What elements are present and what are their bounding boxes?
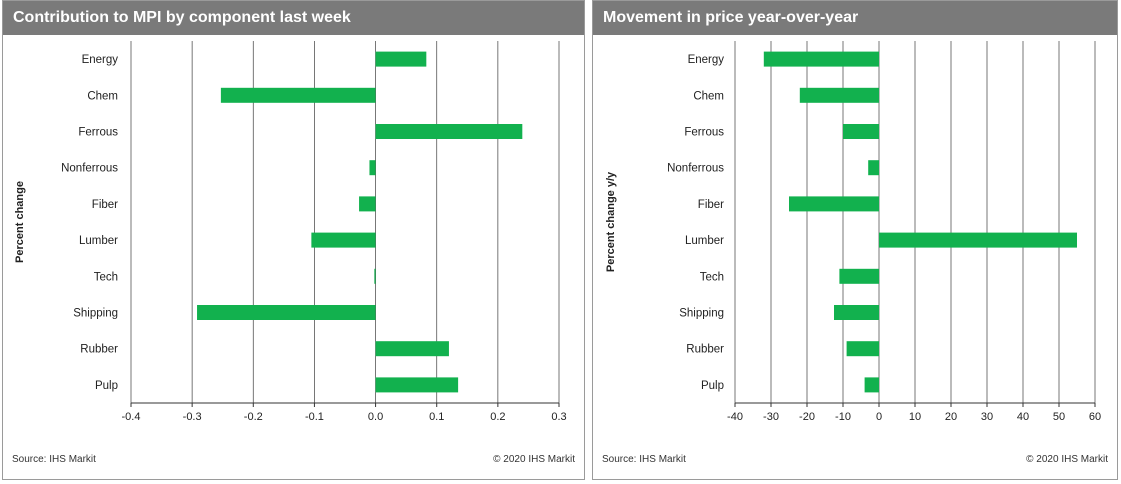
chart-title: Contribution to MPI by component last we…: [3, 1, 584, 35]
category-label: Shipping: [679, 308, 724, 320]
bar-chart-price-yoy: -40 -30 -20 -10 0 10 20 30 40 50 60 Energy Chem Ferro…: [605, 41, 1101, 423]
x-tick-label: 20: [945, 411, 957, 423]
bar-nonferrous: [868, 160, 879, 176]
category-label: Ferrous: [684, 127, 724, 139]
x-tick-label: -0.4: [122, 411, 141, 423]
chart-panel-price-yoy: Movement in price year-over-year -40 -30-…: [592, 0, 1118, 480]
bar-rubber: [375, 341, 449, 357]
x-tick-label: -20: [799, 411, 815, 423]
category-label: Chem: [87, 90, 118, 102]
y-axis-title: Percent change y/y: [605, 171, 617, 272]
x-tick-label: 50: [1053, 411, 1065, 423]
bar-tech: [839, 268, 879, 284]
category-label: Chem: [693, 90, 724, 102]
x-tick-label: -0.1: [305, 411, 324, 423]
source-note: Source: IHS Markit: [12, 454, 96, 465]
x-tick-label: 0: [876, 411, 882, 423]
category-label: Tech: [700, 271, 724, 283]
x-tick-label: 0.0: [368, 411, 383, 423]
bar-ferrous: [375, 124, 523, 139]
x-tick-label: -0.3: [183, 411, 202, 423]
bar-lumber: [879, 232, 1077, 248]
x-tick-label: 0.3: [551, 411, 566, 423]
source-note: Source: IHS Markit: [602, 454, 686, 465]
category-label: Shipping: [73, 308, 118, 320]
bar-pulp: [864, 377, 879, 393]
category-label: Nonferrous: [667, 163, 724, 175]
x-tick-label: 30: [981, 411, 993, 423]
category-label: Rubber: [686, 344, 724, 356]
chart-title: Movement in price year-over-year: [593, 1, 1117, 35]
x-tick-label: -40: [727, 411, 743, 423]
category-label: Energy: [82, 54, 119, 66]
x-tick-label: 10: [909, 411, 921, 423]
x-tick-label: -10: [835, 411, 851, 423]
category-label: Lumber: [79, 235, 118, 247]
bar-fiber: [789, 196, 879, 212]
bar-chem: [799, 87, 879, 103]
bar-energy: [763, 51, 879, 67]
bar-shipping: [197, 305, 376, 320]
x-tick-label: 40: [1017, 411, 1029, 423]
bar-rubber: [846, 341, 879, 357]
category-label: Tech: [94, 271, 118, 283]
bar-nonferrous: [369, 160, 376, 176]
chart-panel-mpi-contribution: Contribution to MPI by component last we…: [2, 0, 585, 480]
bar-ferrous: [843, 124, 879, 139]
bar-tech: [374, 268, 376, 284]
copyright-note: © 2020 IHS Markit: [493, 454, 575, 465]
category-label: Nonferrous: [61, 163, 118, 175]
x-tick-label: -0.2: [244, 411, 263, 423]
x-tick-label: 60: [1089, 411, 1101, 423]
category-label: Ferrous: [78, 127, 118, 139]
category-label: Fiber: [698, 199, 724, 211]
x-tick-label: 0.2: [490, 411, 505, 423]
bar-pulp: [375, 377, 459, 393]
bar-lumber: [311, 232, 376, 248]
category-label: Rubber: [80, 344, 118, 356]
bar-shipping: [834, 305, 879, 320]
bar-chem: [220, 87, 376, 103]
bar-chart-mpi-contribution: -0.4 -0.3 -0.2 -0.1 0.0 0.1 0.2 0.3 Energy Chem Fe…: [14, 41, 567, 423]
bar-energy: [375, 51, 427, 67]
copyright-note: © 2020 IHS Markit: [1026, 454, 1108, 465]
category-label: Fiber: [92, 199, 118, 211]
category-label: Lumber: [685, 235, 724, 247]
category-label: Energy: [688, 54, 725, 66]
y-axis-title: Percent change: [14, 181, 26, 263]
x-tick-label: 0.1: [429, 411, 444, 423]
category-label: Pulp: [95, 380, 118, 392]
bar-fiber: [359, 196, 376, 212]
category-label: Pulp: [701, 380, 724, 392]
x-tick-label: -30: [763, 411, 779, 423]
